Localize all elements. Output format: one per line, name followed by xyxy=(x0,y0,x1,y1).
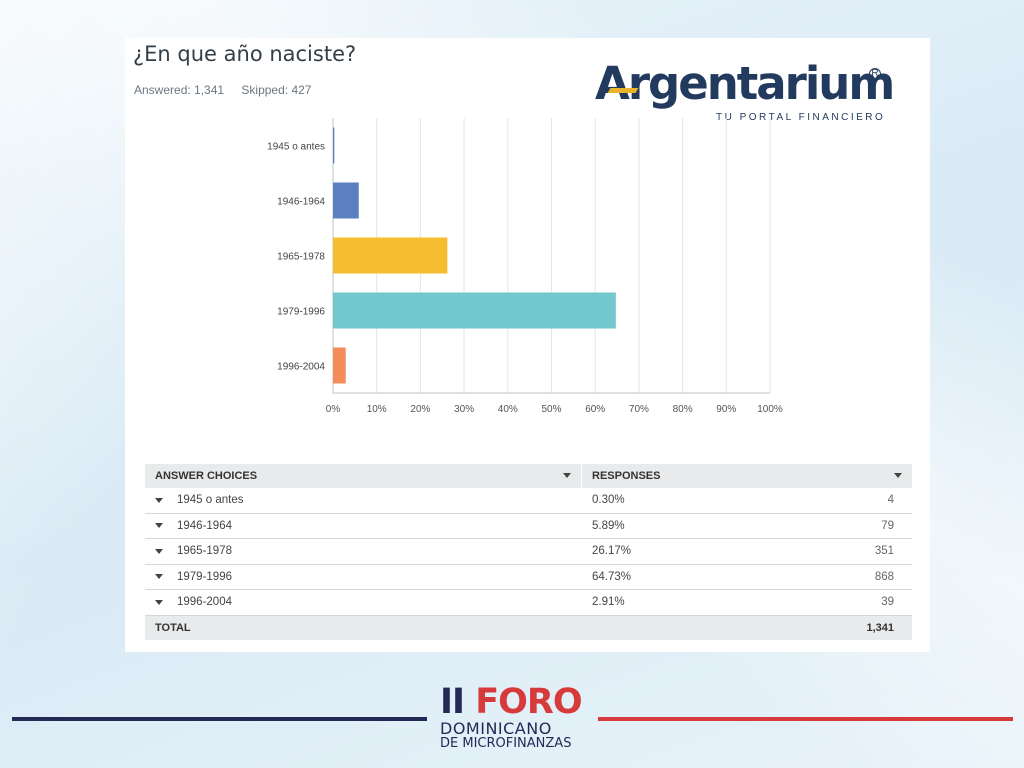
responses-table: ANSWER CHOICES RESPONSES 1945 o antes 0.3… xyxy=(145,464,912,640)
answer-choice-cell: 1965-1978 xyxy=(145,545,582,557)
x-tick-label: 90% xyxy=(716,404,736,415)
table-body: 1945 o antes 0.30% 4 1946-1964 5.89% 79 1965-1… xyxy=(145,488,912,616)
category-label: 1979-1996 xyxy=(277,307,325,318)
response-count: 79 xyxy=(881,519,894,532)
response-percent: 5.89% xyxy=(592,519,625,532)
answer-choice-label: 1965-1978 xyxy=(177,545,232,558)
table-row: 1945 o antes 0.30% 4 xyxy=(145,488,912,514)
bar-1946-1964 xyxy=(333,182,359,219)
expand-caret-icon[interactable] xyxy=(155,599,163,605)
bar-1965-1978 xyxy=(333,237,448,274)
bar-chart: 0% 10% 20% 30% 40% 50% 60% 70% 80% 90% 100% 1945 o … xyxy=(267,118,783,415)
x-tick-label: 80% xyxy=(673,404,693,415)
x-tick-label: 30% xyxy=(454,404,474,415)
footer-line-red xyxy=(598,717,1013,721)
response-percent: 26.17% xyxy=(592,545,632,558)
x-tick-label: 70% xyxy=(629,404,649,415)
foro-line2: DE MICROFINANZAS xyxy=(440,736,572,751)
answer-choice-label: 1945 o antes xyxy=(177,494,244,507)
skipped-count: Skipped: 427 xyxy=(241,83,312,97)
response-stats: Answered: 1,341 Skipped: 427 xyxy=(134,83,325,97)
table-row: 1979-1996 64.73% 868 xyxy=(145,565,912,590)
answer-choice-label: 1996-2004 xyxy=(177,596,232,609)
bar-1979-1996 xyxy=(333,292,616,329)
response-count: 351 xyxy=(874,545,894,558)
answer-choice-cell: 1945 o antes xyxy=(145,494,582,506)
answered-count: Answered: 1,341 xyxy=(134,83,225,97)
x-tick-label: 0% xyxy=(326,404,341,415)
x-tick-label: 100% xyxy=(757,404,783,415)
category-label: 1996-2004 xyxy=(277,362,325,373)
table-total-row: TOTAL 1,341 xyxy=(145,615,912,640)
survey-card: ¿En que año naciste? Answered: 1,341 Ski… xyxy=(125,38,930,652)
table-row: 1996-2004 2.91% 39 xyxy=(145,590,912,616)
answer-choice-label: 1946-1964 xyxy=(177,519,232,532)
bar-1996-2004 xyxy=(333,347,346,384)
category-label: 1945 o antes xyxy=(267,142,325,153)
expand-caret-icon[interactable] xyxy=(155,497,163,503)
response-percent: 64.73% xyxy=(592,570,632,583)
foro-word: FORO xyxy=(475,682,582,722)
response-count: 39 xyxy=(881,596,894,609)
x-tick-label: 40% xyxy=(498,404,518,415)
logo-wordmark: Argentarium xyxy=(595,57,895,110)
expand-caret-icon[interactable] xyxy=(155,523,163,529)
answer-choice-cell: 1979-1996 xyxy=(145,571,582,583)
expand-caret-icon[interactable] xyxy=(155,548,163,554)
total-label: TOTAL xyxy=(155,621,191,634)
table-row: 1946-1964 5.89% 79 xyxy=(145,514,912,539)
logo-slogan: TU PORTAL FINANCIERO xyxy=(716,112,886,123)
foro-title: II FORO xyxy=(440,683,590,721)
x-tick-label: 20% xyxy=(410,404,430,415)
response-percent: 0.30% xyxy=(592,494,625,507)
question-title: ¿En que año naciste? xyxy=(133,42,357,66)
bar-1945-o-antes xyxy=(333,127,335,164)
sort-caret-icon[interactable] xyxy=(894,473,902,478)
answer-choice-cell: 1996-2004 xyxy=(145,596,582,608)
response-count: 868 xyxy=(874,570,894,583)
total-value: 1,341 xyxy=(866,621,894,634)
registered-mark: R xyxy=(869,68,881,80)
answer-choices-label: ANSWER CHOICES xyxy=(155,470,258,482)
foro-line1: DOMINICANO xyxy=(440,719,552,738)
argentarium-logo: Argentarium R TU PORTAL FINANCIERO xyxy=(595,56,895,136)
x-tick-label: 50% xyxy=(541,404,561,415)
table-header: ANSWER CHOICES RESPONSES xyxy=(145,464,912,488)
category-label: 1946-1964 xyxy=(277,197,325,208)
response-percent: 2.91% xyxy=(592,596,625,609)
x-tick-label: 60% xyxy=(585,404,605,415)
responses-label: RESPONSES xyxy=(592,470,661,482)
foro-roman: II xyxy=(440,682,465,722)
sort-caret-icon[interactable] xyxy=(563,473,571,478)
answer-choices-header[interactable]: ANSWER CHOICES xyxy=(145,464,582,488)
responses-header[interactable]: RESPONSES xyxy=(582,464,912,488)
answer-choice-label: 1979-1996 xyxy=(177,570,232,583)
category-label: 1965-1978 xyxy=(277,252,325,263)
table-row: 1965-1978 26.17% 351 xyxy=(145,539,912,565)
x-tick-label: 10% xyxy=(367,404,387,415)
footer-line-blue xyxy=(12,717,427,721)
answer-choice-cell: 1946-1964 xyxy=(145,520,582,532)
foro-logo: II FORO DOMINICANO DE MICROFINANZAS xyxy=(440,683,590,763)
response-count: 4 xyxy=(887,494,894,507)
expand-caret-icon[interactable] xyxy=(155,574,163,580)
